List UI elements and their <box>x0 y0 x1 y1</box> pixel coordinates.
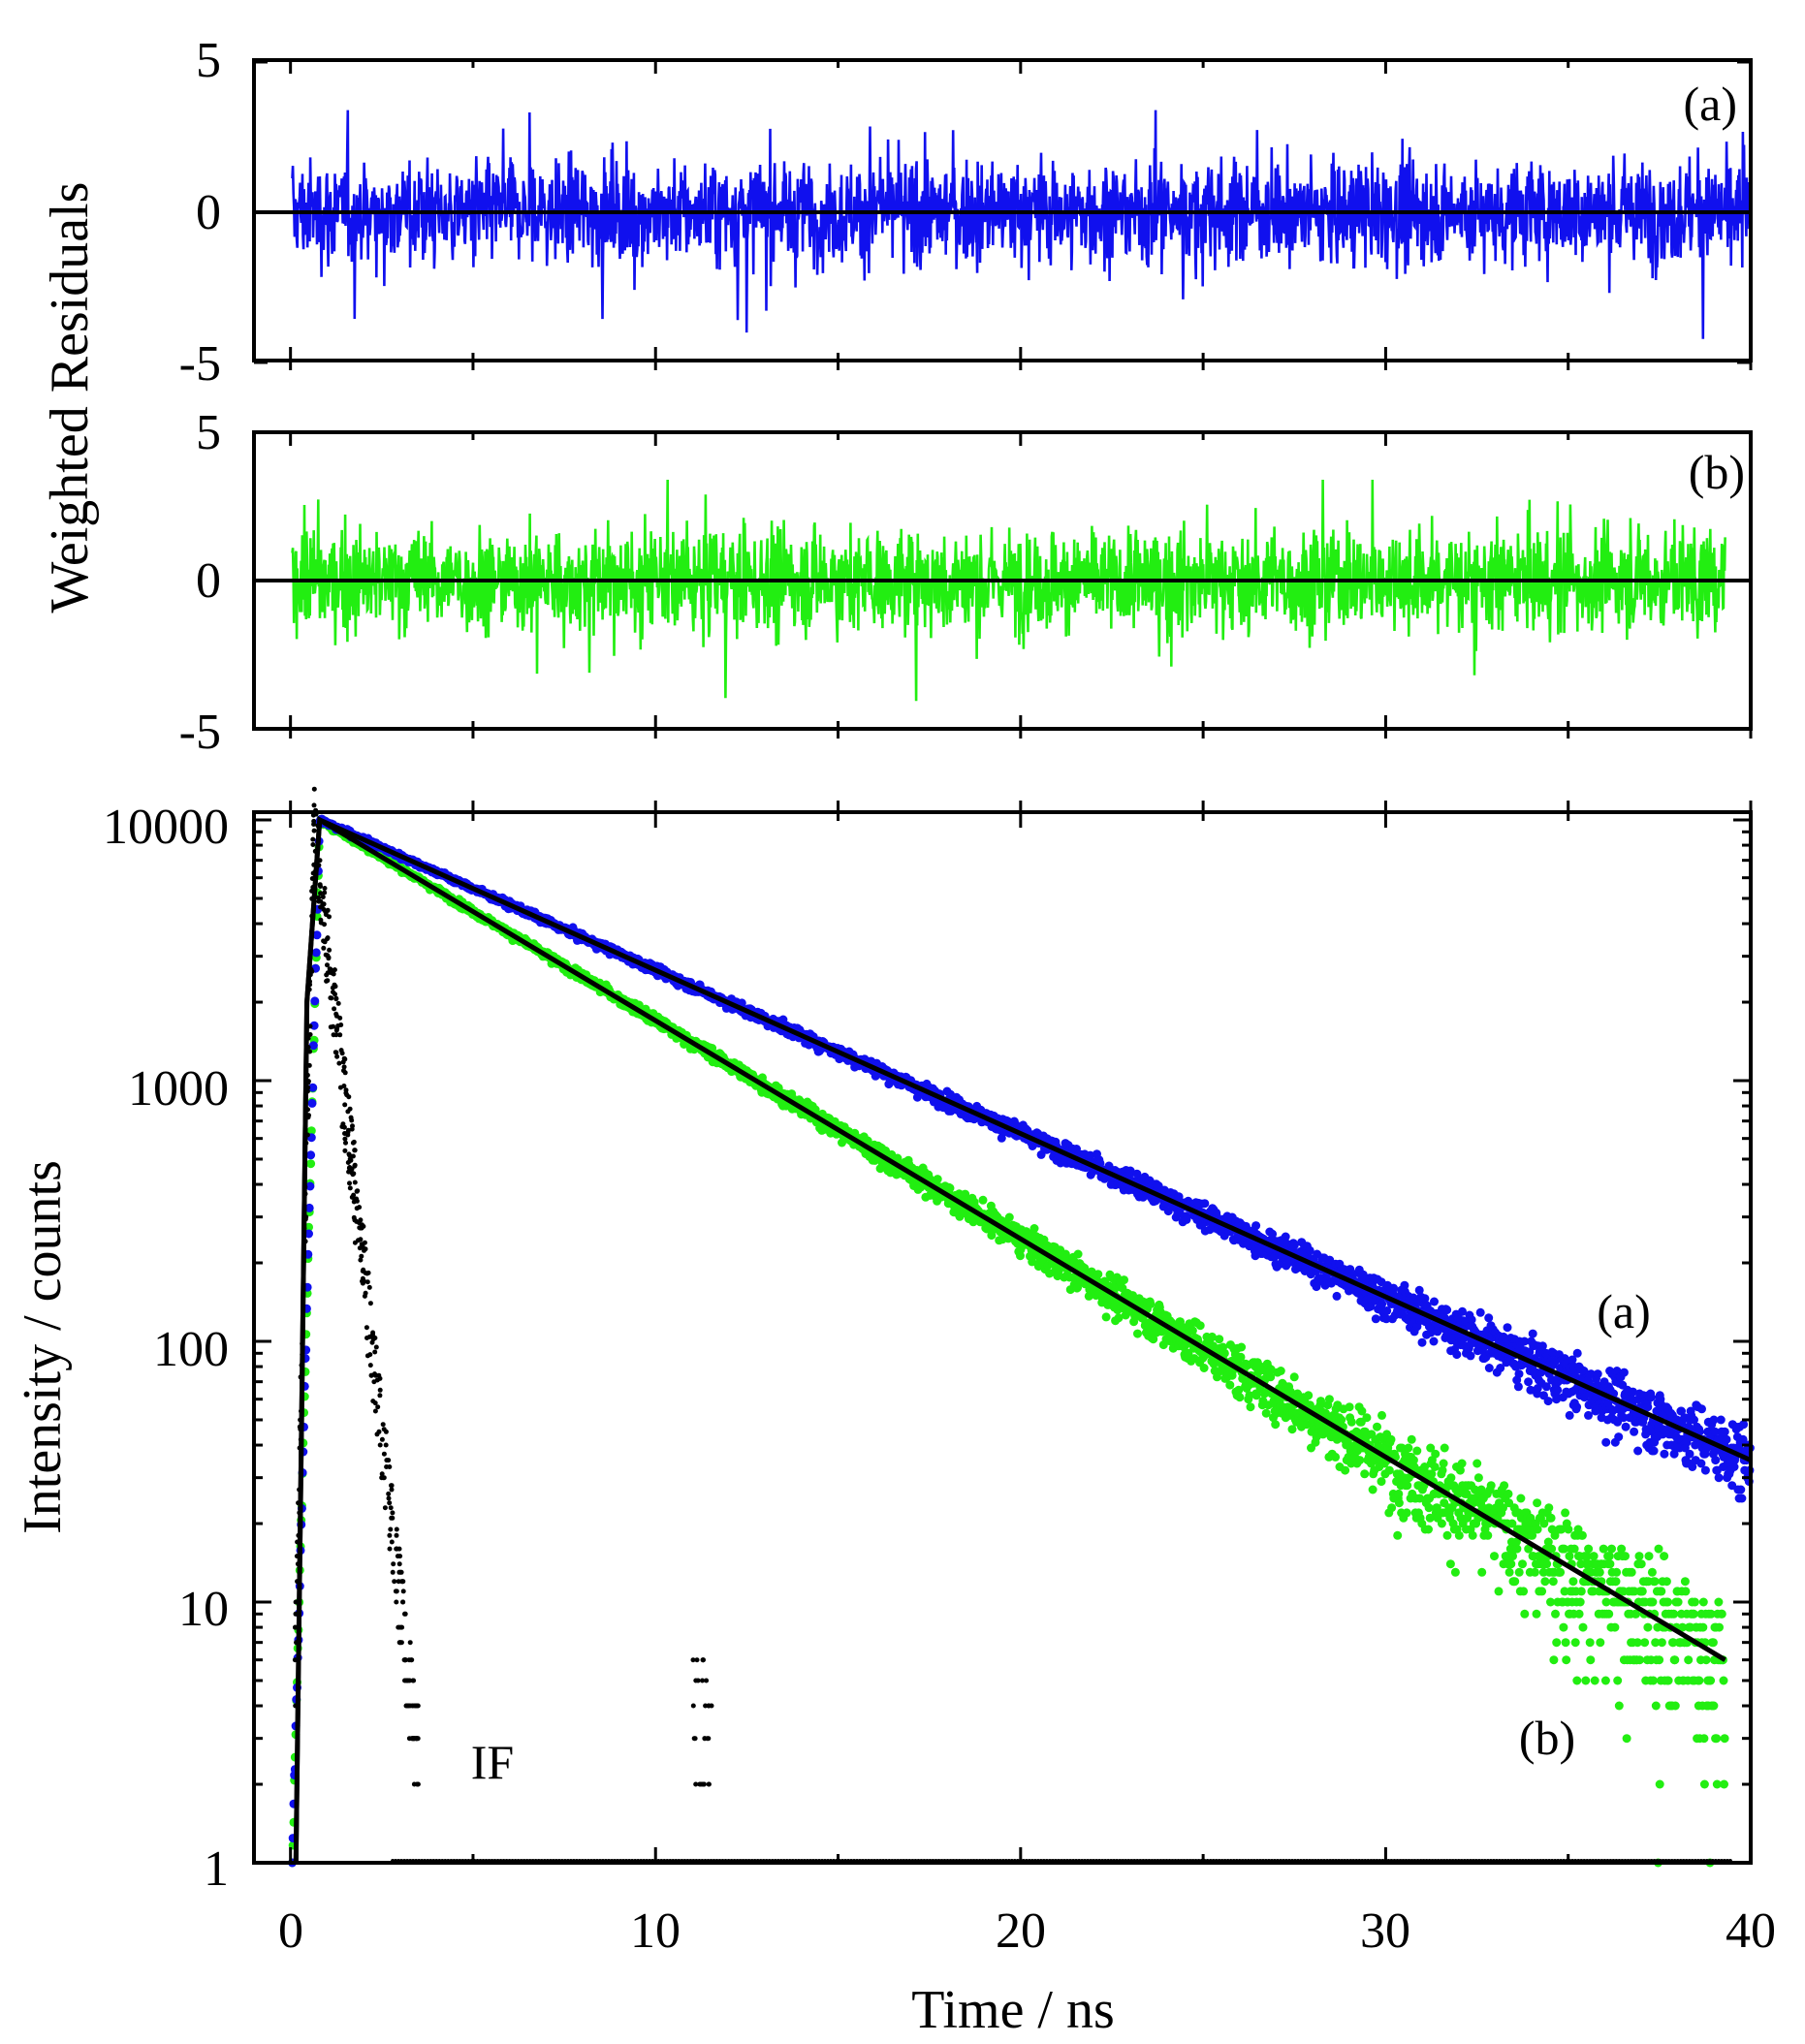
decay-tag-a: (a) <box>1597 1284 1651 1338</box>
residuals-b-tick-label-0: 0 <box>196 553 221 609</box>
decay-x-tick-label-30: 30 <box>1360 1903 1410 1959</box>
residuals-a-tick-label-0: 0 <box>196 185 221 240</box>
residuals-ylabel: Weighted Residuals <box>40 182 100 613</box>
decay-y-tick-label-10: 10 <box>178 1582 229 1637</box>
decay-fit-lines <box>293 815 1753 1864</box>
decay-x-tick-label-20: 20 <box>996 1903 1046 1959</box>
decay-x-tick-label-10: 10 <box>630 1903 681 1959</box>
residuals-a-tick-label-m5: -5 <box>179 336 221 392</box>
residuals-a-ticks <box>254 60 1753 370</box>
residuals-b-tag: (b) <box>1689 445 1745 499</box>
residuals-a-trace <box>291 110 1753 339</box>
decay-x-tick-label-40: 40 <box>1726 1903 1776 1959</box>
residuals-a-series <box>291 110 1753 339</box>
decay-x-tick-label-0: 0 <box>278 1903 303 1959</box>
decay-y-tick-label-100: 100 <box>153 1322 229 1377</box>
residuals-b-series <box>291 479 1726 702</box>
decay-tag-if: IF <box>471 1735 514 1789</box>
residuals-b-trace <box>291 479 1726 702</box>
residuals-a-tag: (a) <box>1684 77 1738 131</box>
decay-y-tick-label-1000: 1000 <box>128 1061 229 1116</box>
xlabel: Time / ns <box>911 1980 1115 2040</box>
decay-y-tick-label-10000: 10000 <box>103 800 229 855</box>
decay-ylabel: Intensity / counts <box>13 1160 73 1534</box>
residuals-b-tick-label-5: 5 <box>196 405 221 460</box>
residuals-b-ticks <box>254 430 1753 739</box>
residuals-a-tick-label-5: 5 <box>196 33 221 88</box>
decay-tag-b: (b) <box>1519 1711 1575 1765</box>
fit-line-b <box>293 815 1726 1864</box>
residuals-a-frame <box>252 58 1753 362</box>
decay-y-tick-label-1: 1 <box>204 1841 229 1897</box>
residuals-panel-b: 5 0 -5 (b) <box>179 405 1753 760</box>
residuals-panel-a: 5 0 -5 (a) <box>179 33 1753 392</box>
decay-panel: 10000 1000 100 10 1 0 10 20 30 40 (a) (b… <box>103 786 1776 1959</box>
decay-frame <box>252 810 1753 1865</box>
residuals-b-tick-label-m5: -5 <box>179 705 221 760</box>
decay-ticks <box>254 801 1753 1865</box>
